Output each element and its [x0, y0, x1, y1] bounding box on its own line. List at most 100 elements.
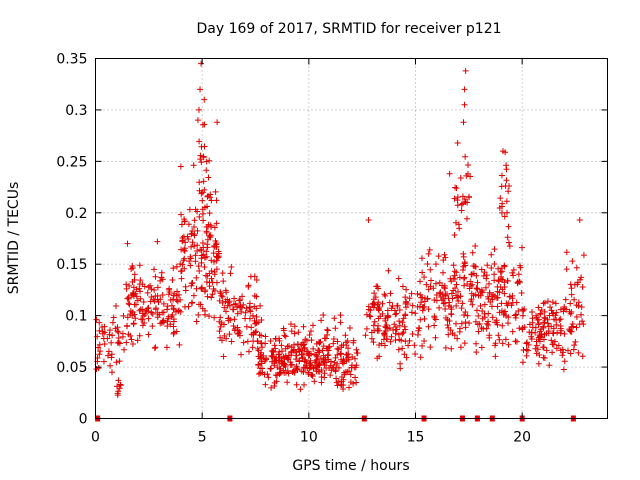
data-point — [173, 328, 180, 335]
data-point — [206, 233, 213, 240]
data-point — [213, 266, 220, 273]
data-point — [375, 305, 382, 312]
data-point — [245, 282, 252, 289]
data-point — [332, 325, 339, 332]
data-point — [563, 266, 570, 273]
data-point — [324, 352, 331, 359]
data-point — [220, 278, 227, 285]
data-point — [278, 360, 285, 367]
data-point — [330, 335, 337, 342]
data-point — [178, 275, 185, 282]
data-point — [461, 340, 468, 347]
data-point — [469, 281, 476, 288]
data-point — [346, 325, 353, 332]
data-point — [116, 358, 123, 365]
data-point — [546, 312, 553, 319]
data-point — [324, 345, 331, 352]
data-point — [113, 359, 120, 366]
data-point — [561, 330, 568, 337]
data-point — [258, 316, 265, 323]
data-point — [177, 308, 184, 315]
data-point — [561, 358, 568, 365]
data-point — [460, 119, 467, 126]
data-point — [420, 304, 427, 311]
x-axis-label: GPS time / hours — [292, 458, 409, 474]
data-point — [479, 289, 486, 296]
data-point — [134, 337, 141, 344]
data-point — [126, 301, 133, 308]
data-point — [145, 284, 152, 291]
data-point — [523, 352, 530, 359]
data-point — [509, 328, 516, 335]
data-point — [509, 269, 516, 276]
data-point — [324, 326, 331, 333]
data-point — [406, 337, 413, 344]
data-point — [201, 204, 208, 211]
data-point — [461, 260, 468, 267]
data-point — [419, 342, 426, 349]
data-point — [419, 294, 426, 301]
data-point — [192, 252, 199, 259]
x-tick-label: 10 — [300, 430, 318, 446]
data-point — [496, 289, 503, 296]
data-point — [160, 309, 167, 316]
data-point — [365, 216, 372, 223]
data-point — [475, 312, 482, 319]
data-point — [170, 306, 177, 313]
data-point — [476, 320, 483, 327]
data-point — [376, 353, 383, 360]
data-point — [194, 117, 201, 124]
data-point — [194, 242, 201, 249]
data-point — [255, 362, 262, 369]
data-point — [425, 323, 432, 330]
data-point — [368, 335, 375, 342]
data-point — [269, 347, 276, 354]
data-point — [375, 315, 382, 322]
data-point — [386, 299, 393, 306]
data-point — [444, 316, 451, 323]
data-point — [432, 261, 439, 268]
data-point — [213, 257, 220, 264]
data-point — [206, 157, 213, 164]
data-point — [521, 306, 528, 313]
data-point — [175, 291, 182, 298]
data-point — [273, 355, 280, 362]
data-point — [465, 162, 472, 169]
data-point — [249, 344, 256, 351]
data-point — [337, 319, 344, 326]
data-point — [223, 289, 230, 296]
data-point — [277, 370, 284, 377]
data-point — [262, 333, 269, 340]
data-point — [427, 266, 434, 273]
data-point — [171, 329, 178, 336]
data-point — [459, 193, 466, 200]
data-point — [141, 283, 148, 290]
data-point — [194, 227, 201, 234]
data-point — [260, 352, 267, 359]
data-point — [148, 309, 155, 316]
data-point — [308, 337, 315, 344]
data-point — [419, 269, 426, 276]
data-point — [203, 229, 210, 236]
data-point — [152, 344, 159, 351]
data-point — [291, 323, 298, 330]
data-point — [313, 340, 320, 347]
data-point — [518, 289, 525, 296]
data-point — [195, 311, 202, 318]
data-point — [170, 323, 177, 330]
data-point — [505, 223, 512, 230]
data-point — [566, 308, 573, 315]
data-point — [532, 324, 539, 331]
data-point — [411, 342, 418, 349]
data-point — [544, 320, 551, 327]
data-point — [503, 177, 510, 184]
data-point — [201, 121, 208, 128]
data-point — [458, 320, 465, 327]
data-point — [243, 305, 250, 312]
data-point — [169, 277, 176, 284]
data-point — [345, 356, 352, 363]
data-point — [133, 286, 140, 293]
data-point — [109, 332, 116, 339]
data-point — [463, 215, 470, 222]
data-point — [177, 163, 184, 170]
